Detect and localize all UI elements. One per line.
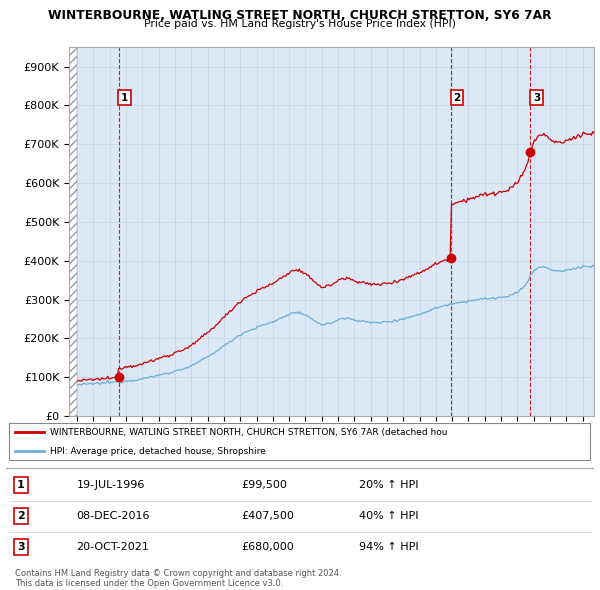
Text: 3: 3 (17, 542, 25, 552)
Text: 1: 1 (121, 93, 128, 103)
Text: Price paid vs. HM Land Registry's House Price Index (HPI): Price paid vs. HM Land Registry's House … (144, 19, 456, 29)
Text: WINTERBOURNE, WATLING STREET NORTH, CHURCH STRETTON, SY6 7AR: WINTERBOURNE, WATLING STREET NORTH, CHUR… (48, 9, 552, 22)
Text: 3: 3 (533, 93, 540, 103)
Text: 20% ↑ HPI: 20% ↑ HPI (359, 480, 418, 490)
Text: 19-JUL-1996: 19-JUL-1996 (77, 480, 145, 490)
Text: £680,000: £680,000 (241, 542, 294, 552)
Text: £407,500: £407,500 (241, 511, 294, 520)
Text: 20-OCT-2021: 20-OCT-2021 (77, 542, 149, 552)
Text: 08-DEC-2016: 08-DEC-2016 (77, 511, 150, 520)
Text: 2: 2 (454, 93, 461, 103)
Text: WINTERBOURNE, WATLING STREET NORTH, CHURCH STRETTON, SY6 7AR (detached hou: WINTERBOURNE, WATLING STREET NORTH, CHUR… (50, 428, 448, 437)
Text: Contains HM Land Registry data © Crown copyright and database right 2024.
This d: Contains HM Land Registry data © Crown c… (15, 569, 341, 588)
Text: £99,500: £99,500 (241, 480, 287, 490)
Text: 40% ↑ HPI: 40% ↑ HPI (359, 511, 418, 520)
Text: 94% ↑ HPI: 94% ↑ HPI (359, 542, 418, 552)
Text: 1: 1 (17, 480, 25, 490)
Text: 2: 2 (17, 511, 25, 520)
Text: HPI: Average price, detached house, Shropshire: HPI: Average price, detached house, Shro… (50, 447, 266, 456)
FancyBboxPatch shape (9, 423, 590, 460)
Bar (69, 47, 77, 416)
